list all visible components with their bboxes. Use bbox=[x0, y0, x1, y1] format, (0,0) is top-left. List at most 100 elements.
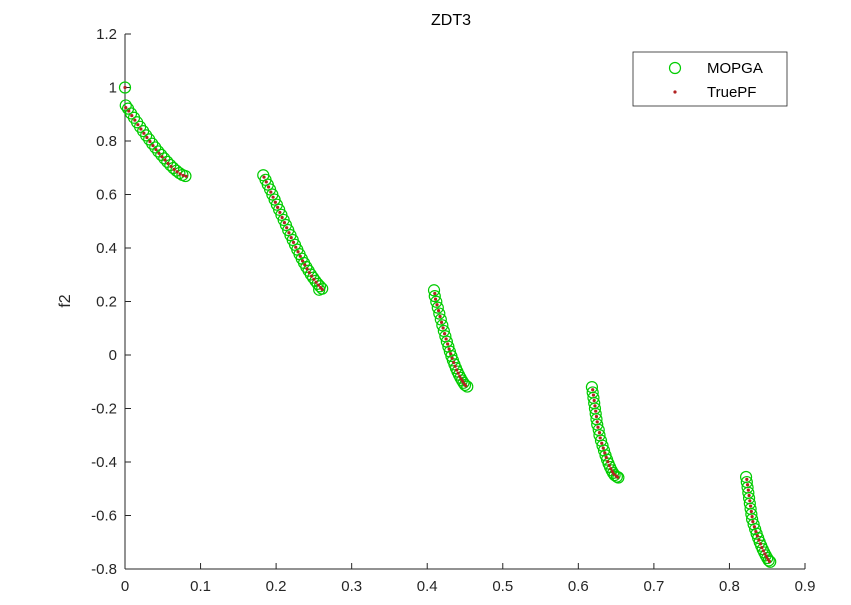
y-tick-label: -0.2 bbox=[91, 401, 117, 418]
mopga-point bbox=[608, 469, 621, 482]
y-tick-label: 0 bbox=[109, 347, 117, 364]
truepf-point bbox=[316, 283, 321, 287]
truepf-point bbox=[436, 308, 441, 313]
truepf-point bbox=[178, 172, 182, 176]
truepf-point bbox=[278, 210, 282, 215]
truepf-point bbox=[163, 158, 167, 162]
truepf-point bbox=[133, 118, 137, 122]
mopga-point bbox=[431, 301, 444, 314]
truepf-point bbox=[142, 131, 146, 135]
truepf-point bbox=[280, 215, 284, 220]
truepf-point bbox=[127, 109, 131, 113]
legend-box bbox=[632, 51, 788, 107]
mopga-point bbox=[762, 554, 775, 567]
truepf-point bbox=[433, 297, 438, 301]
truepf-point bbox=[453, 364, 457, 368]
mopga-point bbox=[761, 551, 774, 565]
truepf-point bbox=[285, 226, 289, 230]
x-tick-label: 0.4 bbox=[417, 578, 438, 595]
mopga-point bbox=[307, 271, 320, 284]
truepf-point bbox=[148, 139, 152, 144]
truepf-point bbox=[273, 200, 277, 204]
mopga-point bbox=[173, 167, 186, 180]
mopga-point bbox=[304, 268, 317, 281]
truepf-point bbox=[310, 274, 314, 278]
truepf-point bbox=[458, 374, 462, 378]
truepf-point bbox=[597, 430, 602, 435]
legend: MOPGA TruePF bbox=[632, 51, 788, 107]
truepf-point bbox=[612, 472, 616, 476]
mopga-point bbox=[119, 99, 132, 112]
mopga-point bbox=[597, 444, 611, 457]
mopga-point bbox=[430, 295, 443, 308]
truepf-point bbox=[289, 235, 293, 240]
truepf-point bbox=[591, 393, 596, 397]
truepf-point bbox=[749, 504, 753, 508]
legend-truepf-label: TruePF bbox=[707, 84, 756, 101]
truepf-point bbox=[294, 245, 298, 249]
truepf-point bbox=[610, 470, 614, 474]
truepf-point bbox=[269, 190, 273, 194]
truepf-point bbox=[172, 167, 176, 171]
truepf-point bbox=[296, 250, 300, 254]
truepf-point bbox=[595, 420, 599, 424]
truepf-point bbox=[757, 538, 761, 542]
truepf-point bbox=[305, 267, 309, 271]
truepf-point bbox=[181, 173, 185, 178]
truepf-point bbox=[607, 463, 611, 468]
truepf-point bbox=[433, 291, 437, 296]
truepf-point bbox=[592, 398, 596, 403]
legend-mopga-label: MOPGA bbox=[707, 60, 763, 77]
truepf-point bbox=[145, 135, 149, 140]
truepf-point bbox=[456, 371, 460, 375]
mopga-point bbox=[458, 378, 472, 392]
truepf-point bbox=[441, 326, 445, 330]
truepf-point bbox=[750, 514, 754, 519]
truepf-point bbox=[464, 384, 468, 388]
mopga-point bbox=[436, 319, 449, 332]
mopga-point bbox=[149, 141, 162, 154]
x-tick-label: 0.2 bbox=[266, 578, 287, 595]
truepf-point bbox=[751, 520, 755, 524]
truepf-point bbox=[136, 123, 140, 127]
truepf-point bbox=[175, 170, 179, 174]
mopga-point bbox=[433, 307, 446, 320]
mopga-point bbox=[179, 169, 192, 183]
mopga-point bbox=[146, 137, 159, 150]
truepf-point bbox=[154, 147, 158, 152]
truepf-point bbox=[307, 271, 311, 275]
y-tick-label: -0.6 bbox=[91, 508, 117, 525]
x-tick-label: 0.5 bbox=[492, 578, 513, 595]
truepf-point bbox=[298, 254, 302, 258]
x-tick-label: 0.6 bbox=[568, 578, 589, 595]
truepf-point bbox=[761, 549, 766, 553]
truepf-point bbox=[767, 559, 772, 564]
truepf-point bbox=[747, 493, 751, 498]
truepf-point bbox=[455, 368, 459, 372]
truepf-point bbox=[594, 414, 599, 419]
truepf-point bbox=[748, 499, 752, 503]
mopga-point bbox=[170, 164, 183, 177]
y-tick-label: 0.6 bbox=[96, 187, 117, 204]
truepf-point bbox=[593, 404, 597, 408]
legend-mopga-marker bbox=[668, 61, 682, 75]
truepf-point bbox=[449, 352, 453, 356]
truepf-point bbox=[123, 85, 127, 90]
truepf-point bbox=[752, 525, 756, 529]
x-tick-label: 0.8 bbox=[719, 578, 740, 595]
x-tick-label: 0.1 bbox=[190, 578, 211, 595]
mopga-point bbox=[118, 81, 132, 94]
truepf-point bbox=[130, 113, 134, 118]
mopga-point bbox=[457, 376, 470, 389]
truepf-point bbox=[745, 483, 750, 487]
truepf-point bbox=[124, 105, 128, 110]
mopga-point bbox=[434, 313, 447, 326]
truepf-point bbox=[157, 151, 161, 155]
truepf-point bbox=[604, 455, 608, 460]
truepf-point bbox=[459, 377, 463, 381]
truepf-point bbox=[600, 441, 604, 445]
truepf-point bbox=[603, 451, 607, 455]
truepf-point bbox=[184, 174, 188, 178]
truepf-point bbox=[151, 143, 155, 148]
